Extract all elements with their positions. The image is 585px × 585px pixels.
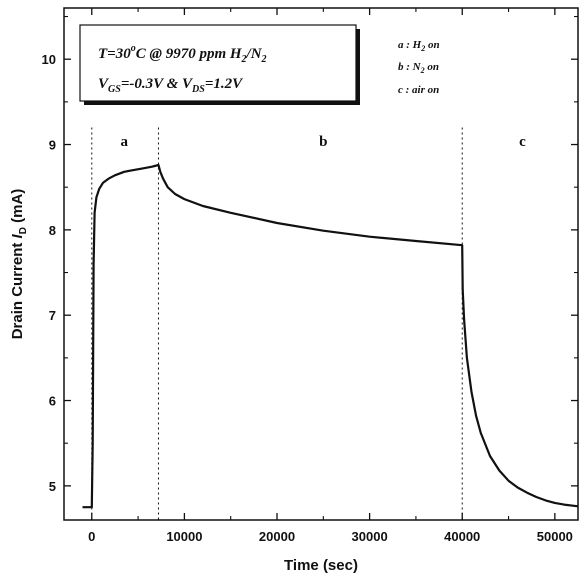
x-tick-label: 0: [88, 529, 95, 544]
y-axis-title: Drain Current ID (mA): [9, 189, 29, 340]
x-tick-label: 50000: [537, 529, 573, 544]
x-tick-label: 20000: [259, 529, 295, 544]
condition-line-1: T=30oC @ 9970 ppm H2/N2: [98, 43, 267, 65]
legend-entry-a: a : H2 on: [398, 39, 440, 53]
condition-box-frame: [79, 24, 357, 102]
y-axis-ticks: 5 6 7 8 9 10: [42, 15, 578, 494]
x-tick-label: 10000: [166, 529, 202, 544]
region-labels: a b c: [120, 134, 526, 150]
region-label-a: a: [120, 134, 128, 150]
y-tick-label: 9: [49, 138, 56, 153]
plot-frame: [63, 7, 579, 521]
x-tick-label: 30000: [352, 529, 388, 544]
legend-entry-b: b : N2 on: [398, 61, 439, 75]
y-tick-label: 8: [49, 223, 56, 238]
x-axis-title: Time (sec): [284, 557, 358, 574]
legend-entry-c: c : air on: [398, 84, 439, 96]
drain-current-line: [82, 163, 579, 509]
legend: a : H2 on b : N2 on c : air on: [398, 39, 440, 96]
y-tick-label: 6: [49, 394, 56, 409]
y-tick-label: 5: [49, 479, 56, 494]
region-label-c: c: [519, 134, 526, 150]
y-tick-label: 7: [49, 308, 56, 323]
x-tick-label: 40000: [444, 529, 480, 544]
y-tick-label: 10: [42, 52, 56, 67]
condition-line-2: VGS=-0.3V & VDS=1.2V: [98, 76, 244, 95]
condition-box: T=30oC @ 9970 ppm H2/N2 VGS=-0.3V & VDS=…: [79, 24, 360, 105]
region-dividers: [91, 127, 463, 520]
region-label-b: b: [319, 134, 327, 150]
